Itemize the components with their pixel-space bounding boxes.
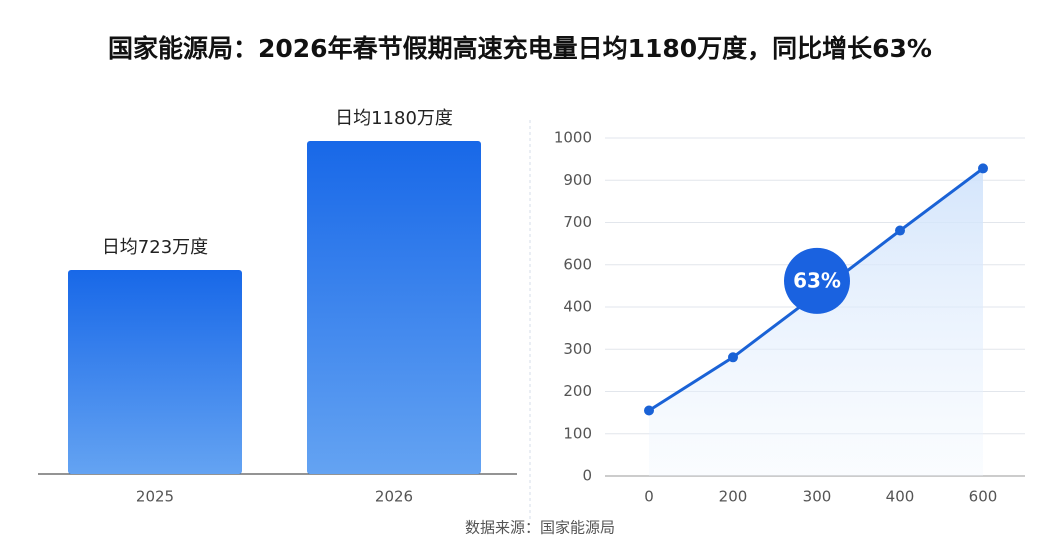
area [649, 168, 983, 477]
y-tick-label: 400 [563, 298, 592, 316]
point [644, 405, 654, 416]
y-tick-label: 900 [563, 171, 592, 189]
x-tick-label: 400 [886, 488, 915, 506]
point [728, 352, 738, 363]
x-tick-label: 300 [803, 488, 832, 506]
x-tick-label: 2025 [136, 488, 174, 506]
source: 数据来源：国家能源局 [465, 519, 615, 537]
bar [68, 269, 242, 474]
point [895, 225, 905, 236]
x-tick-label: 600 [969, 488, 998, 506]
x-tick-label: 2026 [375, 488, 413, 506]
bar [307, 141, 481, 474]
y-tick-label: 700 [563, 213, 592, 231]
y-tick-label: 200 [563, 382, 592, 400]
annotation-badge [784, 247, 850, 314]
y-tick-label: 1000 [554, 129, 592, 147]
x-tick-label: 200 [719, 488, 748, 506]
chart-title: 国家能源局：2026年春节假期高速充电量日均1180万度，同比增长63% [108, 34, 932, 63]
y-tick-label: 100 [563, 424, 592, 442]
y-tick-label: 300 [563, 340, 592, 358]
x-tick-label: 0 [644, 488, 654, 506]
value-label: 日均1180万度 [335, 108, 453, 129]
y-tick-label: 600 [563, 255, 592, 273]
y-tick-label: 0 [582, 467, 592, 485]
point [978, 163, 988, 174]
annotation: 63% [793, 268, 841, 292]
value-label: 日均723万度 [102, 237, 208, 258]
